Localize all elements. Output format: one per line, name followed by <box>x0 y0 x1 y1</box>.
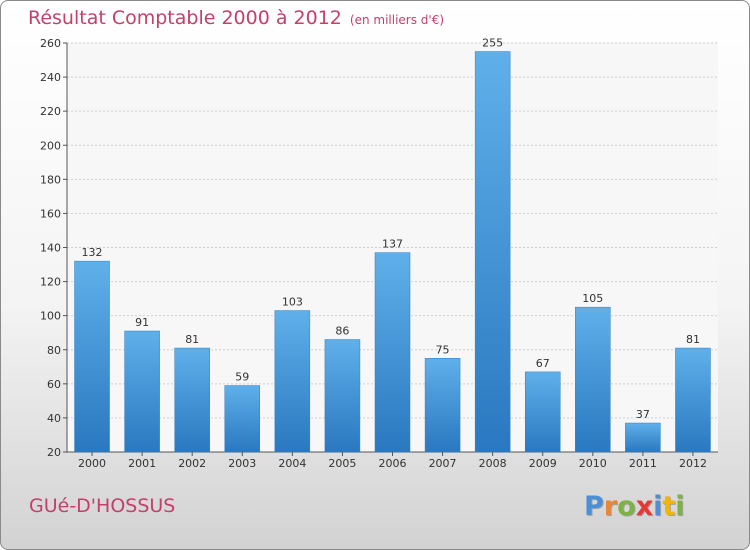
y-tick-label: 260 <box>40 37 61 50</box>
y-tick-label: 40 <box>47 412 61 425</box>
bar <box>575 306 611 453</box>
logo-letter: r <box>603 491 618 522</box>
logo-letter: o <box>617 491 636 522</box>
bar <box>224 385 261 453</box>
x-tick-label: 2007 <box>429 457 457 470</box>
y-tick-label: 60 <box>47 378 61 391</box>
data-label: 91 <box>135 316 149 329</box>
logo-letter: t <box>662 491 676 522</box>
bar <box>474 51 511 453</box>
y-tick-label: 200 <box>40 139 61 152</box>
chart-title: Résultat Comptable 2000 à 2012 (en millie… <box>28 7 444 29</box>
x-tick-label: 2003 <box>228 457 256 470</box>
bar <box>625 422 661 453</box>
logo-letter: x <box>635 491 654 522</box>
data-label: 105 <box>582 292 603 305</box>
y-tick-label: 180 <box>40 173 61 186</box>
y-tick-label: 80 <box>47 344 61 357</box>
y-tick-label: 160 <box>40 207 61 220</box>
y-tick-label: 100 <box>40 310 61 323</box>
x-tick-label: 2011 <box>629 457 657 470</box>
bar <box>675 347 711 453</box>
x-tick-label: 2006 <box>379 457 407 470</box>
chart-subtitle: (en milliers d'€) <box>349 13 445 27</box>
y-tick-label: 220 <box>40 105 61 118</box>
data-label: 67 <box>536 357 550 370</box>
logo-letter: i <box>675 491 685 522</box>
bar <box>324 339 361 453</box>
data-label: 132 <box>82 246 103 259</box>
data-label: 37 <box>636 408 650 421</box>
x-tick-label: 2000 <box>78 457 106 470</box>
chart-title-text: Résultat Comptable 2000 à 2012 <box>28 7 342 29</box>
bar <box>424 358 461 453</box>
data-label: 86 <box>335 325 349 338</box>
data-label: 103 <box>282 296 303 309</box>
proxiti-logo: Proxiti <box>584 491 685 522</box>
data-label: 81 <box>185 333 199 346</box>
x-tick-label: 2010 <box>579 457 607 470</box>
x-tick-label: 2005 <box>328 457 356 470</box>
x-tick-label: 2002 <box>178 457 206 470</box>
logo-letter: P <box>584 491 604 522</box>
data-label: 59 <box>235 371 249 384</box>
place-name: GUé-D'HOSSUS <box>29 495 176 517</box>
y-tick-label: 240 <box>40 71 61 84</box>
data-label: 75 <box>436 343 450 356</box>
data-label: 81 <box>686 333 700 346</box>
x-tick-label: 2009 <box>529 457 557 470</box>
bar <box>274 310 311 453</box>
logo-letter: i <box>653 491 663 522</box>
bar <box>524 371 561 453</box>
y-tick-label: 120 <box>40 276 61 289</box>
data-label: 137 <box>382 238 403 251</box>
x-tick-label: 2004 <box>278 457 306 470</box>
x-tick-label: 2001 <box>128 457 156 470</box>
y-tick-label: 140 <box>40 242 61 255</box>
y-tick-label: 20 <box>47 446 61 459</box>
bar <box>124 330 160 453</box>
bar <box>174 347 210 453</box>
bar <box>74 260 110 453</box>
bar <box>374 252 411 453</box>
x-tick-label: 2012 <box>679 457 707 470</box>
data-label: 255 <box>482 37 503 50</box>
x-tick-label: 2008 <box>479 457 507 470</box>
